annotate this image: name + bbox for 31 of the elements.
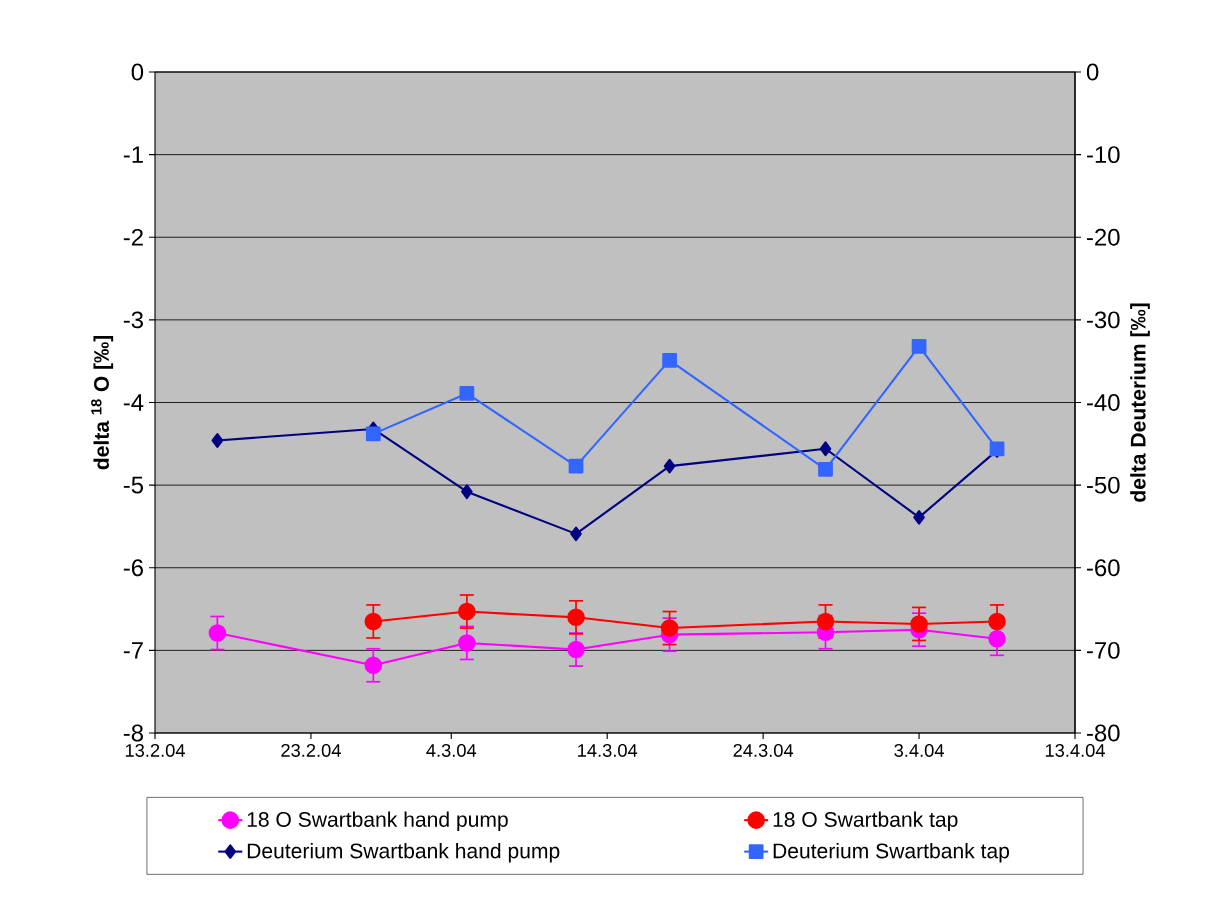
legend-label: Deuterium Swartbank hand pump <box>247 842 560 863</box>
x-tick-label: 4.3.04 <box>426 743 477 757</box>
legend-label: 18 O Swartbank tap <box>773 811 958 832</box>
y-tick-label: -4 <box>123 394 144 411</box>
x-tick-label: 23.2.04 <box>281 743 341 757</box>
x-tick-label: 13.2.04 <box>125 743 185 757</box>
y2-axis-title: delta Deuterium [‰] <box>1130 303 1150 502</box>
y2-tick-label: 0 <box>1086 63 1099 81</box>
legend-label: 18 O Swartbank hand pump <box>247 811 508 832</box>
y2-tick-label: -40 <box>1087 394 1120 411</box>
y-tick-label: -8 <box>123 724 143 742</box>
x-tick-label: 3.4.04 <box>894 743 944 757</box>
y-tick-label: -6 <box>123 559 143 577</box>
x-tick-label: 24.3.04 <box>733 743 794 757</box>
y-tick-label: 0 <box>131 63 144 81</box>
y-tick-label: -2 <box>123 228 143 246</box>
y2-tick-label: -50 <box>1087 476 1120 494</box>
y-tick-label: -1 <box>123 146 143 163</box>
x-tick-label: 13.4.04 <box>1045 743 1105 757</box>
legend-label: Deuterium Swartbank tap <box>773 842 1010 863</box>
y2-tick-label: -30 <box>1087 311 1120 329</box>
y-tick-label: -3 <box>123 311 143 329</box>
y-tick-label: -7 <box>123 642 143 659</box>
y2-tick-label: -70 <box>1087 641 1120 659</box>
y2-tick-label: -10 <box>1087 146 1120 164</box>
y2-tick-label: -60 <box>1087 559 1120 577</box>
y-tick-label: -5 <box>123 476 144 494</box>
y-axis-title: delta $^{18}$ O [‰] <box>91 335 114 470</box>
y2-tick-label: -20 <box>1087 228 1120 246</box>
y2-tick-label: -80 <box>1087 724 1120 742</box>
x-tick-label: 14.3.04 <box>578 743 638 757</box>
